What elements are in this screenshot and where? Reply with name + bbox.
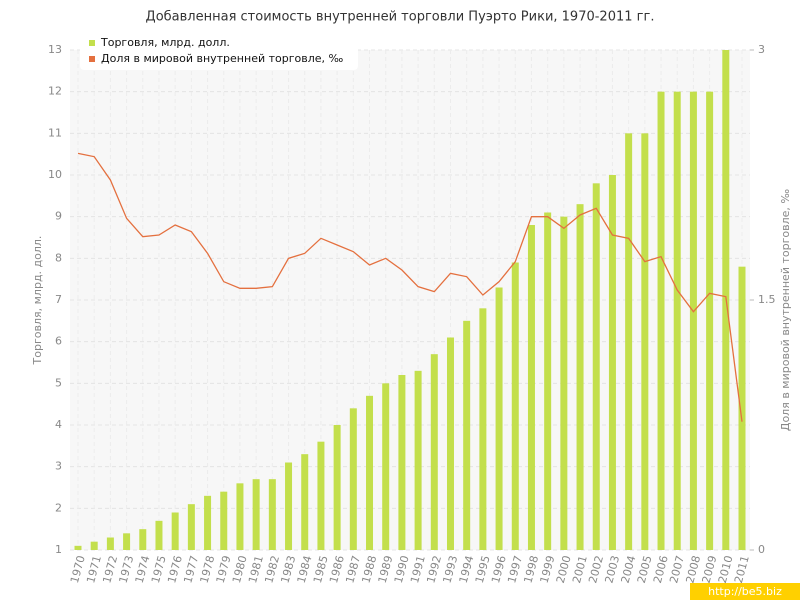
- y-tick-label: 8: [55, 251, 62, 264]
- legend: [80, 32, 358, 70]
- bar: [576, 204, 584, 550]
- bar: [673, 91, 681, 551]
- bar: [657, 91, 665, 551]
- y-tick-label: 2: [55, 501, 62, 514]
- legend-swatch: [89, 56, 95, 62]
- bar: [608, 175, 616, 550]
- bar: [430, 354, 438, 550]
- y-tick-label: 12: [48, 85, 62, 98]
- bar: [446, 337, 454, 550]
- y-tick-label: 1: [55, 543, 62, 556]
- legend-swatch: [89, 40, 95, 46]
- bar: [90, 541, 98, 550]
- y2-tick-label: 3: [758, 43, 765, 56]
- bar: [366, 395, 374, 550]
- watermark: http://be5.biz: [708, 585, 782, 598]
- bar: [123, 533, 131, 550]
- y-tick-label: 10: [48, 168, 62, 181]
- bar: [625, 133, 633, 551]
- bar: [398, 375, 406, 550]
- bar: [236, 483, 244, 550]
- bar: [139, 529, 147, 550]
- bar: [171, 512, 179, 550]
- y2-axis-label: Доля в мировой внутренней торговле, ‰: [779, 189, 792, 432]
- bar: [641, 133, 649, 551]
- bar: [414, 370, 422, 550]
- bar: [333, 425, 341, 550]
- bar: [155, 520, 163, 550]
- line: [77, 152, 743, 422]
- legend-label: Торговля, млрд. долл.: [100, 36, 230, 49]
- y-tick-label: 6: [55, 335, 62, 348]
- bar: [301, 454, 309, 550]
- bar: [527, 225, 535, 550]
- bar: [106, 537, 114, 550]
- y2-tick-label: 1.5: [758, 293, 776, 306]
- y-tick-label: 4: [55, 418, 62, 431]
- chart-title: Добавленная стоимость внутренней торговл…: [146, 10, 655, 25]
- legend-label: Доля в мировой внутренней торговле, ‰: [101, 52, 344, 65]
- y-tick-label: 11: [48, 126, 62, 139]
- bar: [689, 91, 697, 551]
- y2-tick-label: 0: [758, 543, 765, 556]
- bar: [382, 383, 390, 550]
- bar: [495, 287, 503, 550]
- bar: [349, 408, 357, 550]
- bar: [511, 262, 519, 550]
- bar: [479, 308, 487, 550]
- watermark-bg: [690, 583, 800, 600]
- bar: [738, 266, 746, 550]
- bar: [252, 479, 260, 550]
- y-tick-label: 5: [55, 376, 62, 389]
- y-tick-label: 7: [55, 293, 62, 306]
- y-axis-label: Торговля, млрд. долл.: [31, 236, 44, 366]
- bar: [706, 91, 714, 551]
- y-tick-label: 3: [55, 460, 62, 473]
- bar: [592, 183, 600, 551]
- bar: [317, 441, 325, 550]
- bar: [74, 545, 82, 550]
- bar: [560, 216, 568, 550]
- bar: [544, 212, 552, 550]
- bar: [187, 504, 195, 550]
- y-tick-label: 9: [55, 210, 62, 223]
- bar: [220, 491, 228, 550]
- y-tick-label: 13: [48, 43, 62, 56]
- bar: [285, 462, 293, 550]
- bar: [463, 320, 471, 550]
- bar: [268, 479, 276, 550]
- bar: [204, 495, 212, 550]
